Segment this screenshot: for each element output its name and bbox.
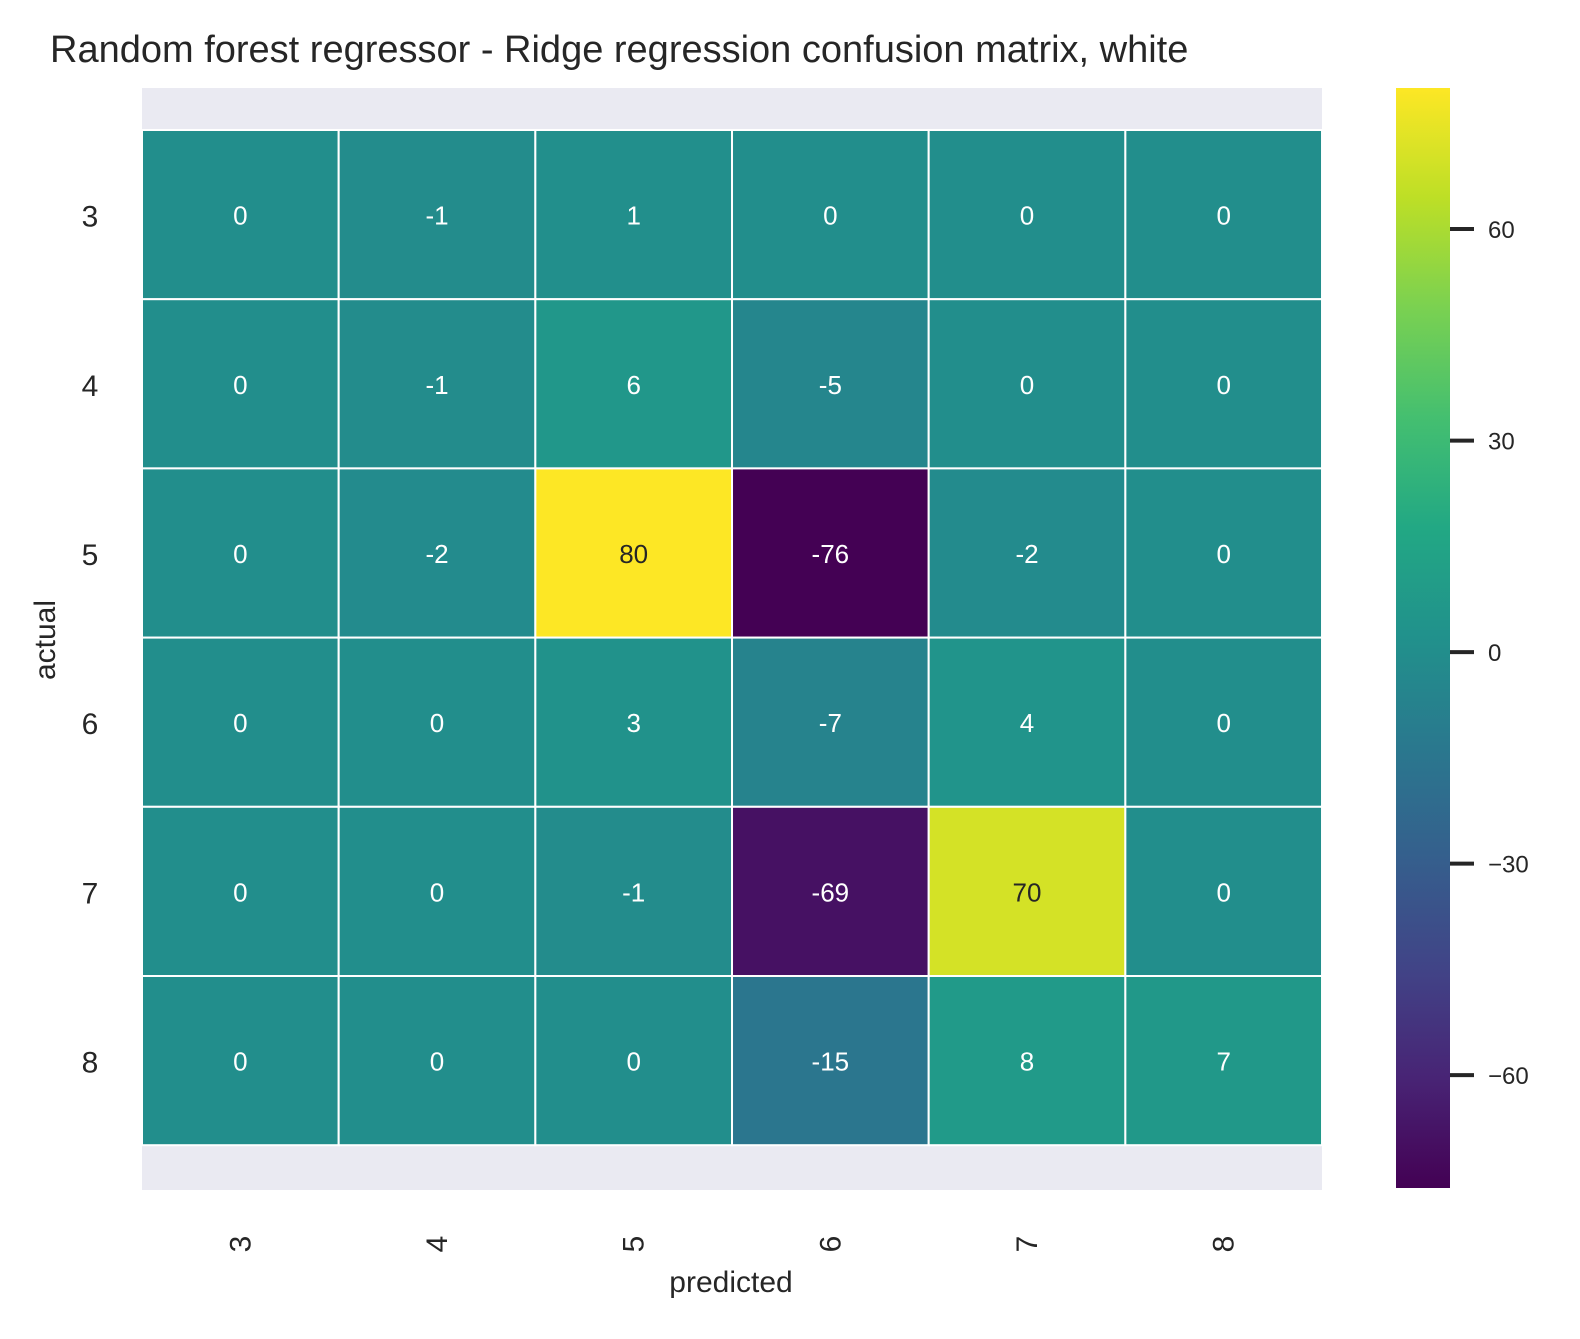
cell-value-label: 0 [233,1047,247,1077]
chart-title: Random forest regressor - Ridge regressi… [50,29,1188,71]
cell-value-label: 0 [1216,877,1230,907]
cell-value-label: 0 [1216,201,1230,231]
heatmap-cell [141,467,340,639]
x-tick-label: 5 [618,1236,651,1253]
cell-value-label: 0 [233,201,247,231]
cell-value-label: -1 [425,201,448,231]
y-tick-label: 6 [82,708,99,741]
heatmap-cell [927,636,1127,808]
cell-value-label: 0 [233,539,247,569]
x-tick-label: 6 [814,1236,847,1253]
cell-value-label: 0 [430,708,444,738]
x-tick-label: 3 [224,1236,257,1253]
heatmap-cell [1124,805,1324,977]
cell-value-label: 0 [430,1047,444,1077]
heatmap-cell [1124,467,1324,639]
heatmap-cell [731,975,930,1147]
cell-value-label: 0 [823,201,837,231]
cell-value-label: 70 [1013,877,1042,907]
heatmap-cell [1124,129,1324,301]
heatmap-cell [337,975,537,1147]
cell-value-label: 6 [626,370,640,400]
heatmap-cell [1124,636,1324,808]
cell-value-label: 0 [1216,370,1230,400]
x-tick-label: 7 [1011,1236,1044,1253]
colorbar-tick-label: 30 [1488,429,1515,456]
heatmap-cell [534,636,734,808]
heatmap-cell [731,298,930,470]
heatmap-cell [141,298,340,470]
colorbar-tick-label: −60 [1488,1063,1529,1090]
colorbar-tick-label: −30 [1488,852,1529,879]
heatmap-cell [141,805,340,977]
y-tick-label: 4 [82,370,99,403]
cell-value-label: 0 [233,370,247,400]
y-axis-label: actual [29,600,62,680]
cell-value-label: 3 [626,708,640,738]
cell-value-label: 0 [1020,201,1034,231]
cell-value-label: -2 [425,539,448,569]
x-tick-label: 4 [421,1236,454,1253]
cell-value-label: 0 [233,708,247,738]
colorbar [1396,88,1450,1188]
colorbar-tick-label: 0 [1488,640,1501,667]
cell-value-label: -7 [819,708,842,738]
y-tick-label: 5 [82,539,99,572]
y-tick-label: 7 [82,877,99,910]
cell-value-label: -76 [812,539,850,569]
x-axis-label: predicted [669,1266,792,1299]
cell-value-label: -69 [812,877,850,907]
heatmap-cell [927,129,1127,301]
cell-value-label: -1 [622,877,645,907]
heatmap-cell [534,805,734,977]
y-tick-label: 3 [82,201,99,234]
cell-value-label: 0 [1216,539,1230,569]
y-tick-label: 8 [82,1047,99,1080]
cell-value-label: 0 [430,877,444,907]
y-tick-labels: 3 4 5 6 7 8 [82,201,99,1080]
heatmap-cell [927,975,1127,1147]
heatmap-cell [337,467,537,639]
cell-value-label: 1 [626,201,640,231]
cell-value-label: 4 [1020,708,1034,738]
heatmap-cell [337,298,537,470]
colorbar-ticks: 60 30 0 −30 −60 [1450,217,1529,1090]
heatmap-cell [1124,298,1324,470]
heatmap-cell [141,975,340,1147]
x-tick-label: 8 [1208,1236,1241,1253]
cell-value-label: 7 [1216,1047,1230,1077]
cell-value-label: 80 [619,539,648,569]
cell-value-label: -2 [1015,539,1038,569]
heatmap-cell [1124,975,1324,1147]
heatmap-cell [927,467,1127,639]
heatmap-cell [534,975,734,1147]
heatmap-cells [141,129,1324,1147]
cell-value-label: -5 [819,370,842,400]
colorbar-tick-label: 60 [1488,217,1515,244]
cell-value-label: 0 [1216,708,1230,738]
cell-value-label: -1 [425,370,448,400]
cell-value-label: 0 [1020,370,1034,400]
heatmap-cell [731,129,930,301]
heatmap-cell [337,805,537,977]
heatmap-cell-labels: 0 -1 1 0 0 00 -1 6 -5 0 00 -2 80 -76 -2 00 0 3 -7 4 00 0 -1 -69… [233,201,1231,1077]
cell-value-label: 0 [626,1047,640,1077]
x-tick-labels: 3 4 5 6 7 8 [224,1236,1240,1253]
cell-value-label: -15 [812,1047,850,1077]
heatmap-cell [927,298,1127,470]
cell-value-label: 0 [233,877,247,907]
heatmap-cell [731,805,930,977]
cell-value-label: 8 [1020,1047,1034,1077]
